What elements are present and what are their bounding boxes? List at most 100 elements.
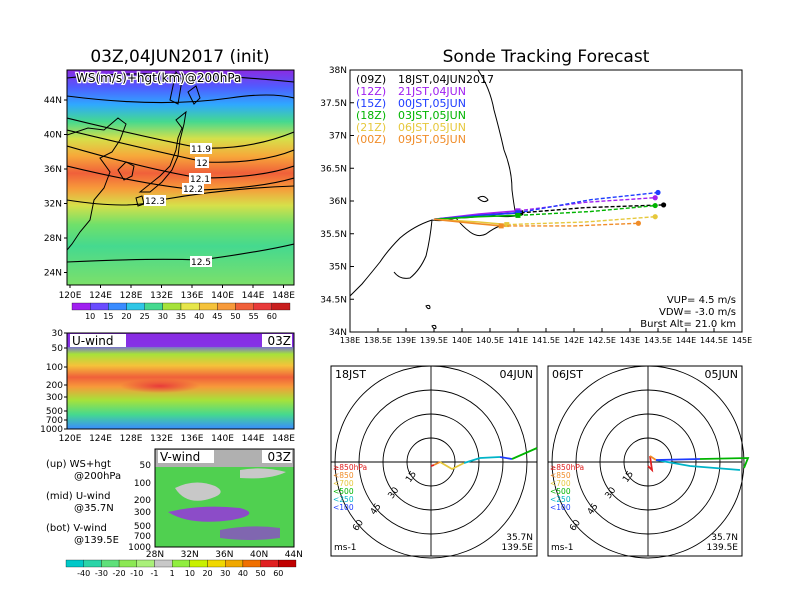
track-descent-line bbox=[517, 191, 659, 214]
map-lat-axis: 44N 40N 36N 32N 28N 24N bbox=[44, 96, 67, 279]
hodograph-level-label: <250 bbox=[333, 495, 354, 504]
track-burst-point bbox=[515, 210, 521, 216]
track-x-label: 138E bbox=[340, 336, 360, 345]
vwind-colorbar-swatch bbox=[260, 559, 279, 568]
uwind-lon-label: 144E bbox=[242, 434, 265, 444]
vwind-lat-label: 28N bbox=[146, 550, 164, 560]
note-mid-line2: @35.7N bbox=[74, 503, 114, 514]
track-landing-point bbox=[652, 202, 658, 209]
hodograph-trace bbox=[463, 456, 501, 464]
hodograph-unit: ms-1 bbox=[551, 543, 573, 553]
vwind-colorbar-swatch bbox=[225, 559, 244, 568]
track-x-label: 139.5E bbox=[420, 336, 448, 345]
map-frame bbox=[66, 69, 295, 286]
track-legend-label: 09JST,05JUN bbox=[398, 133, 466, 146]
track-x-label: 143.5E bbox=[644, 336, 672, 345]
track-y-label: 36.5N bbox=[320, 164, 347, 174]
uwind-p-label: 300 bbox=[46, 393, 63, 403]
hodograph-level-label: ≥850hPa bbox=[333, 463, 367, 472]
contour-label: 12.2 bbox=[183, 185, 203, 195]
hodograph-lat: 35.7N bbox=[506, 533, 533, 543]
vwind-colorbar-label: -20 bbox=[113, 569, 126, 578]
track-landing-point bbox=[635, 220, 642, 226]
info-burst: Burst Alt= 21.0 km bbox=[640, 319, 736, 330]
uwind-p-label: 100 bbox=[46, 363, 63, 373]
hodograph-lon: 139.5E bbox=[502, 543, 534, 553]
map-lon-label: 148E bbox=[272, 291, 295, 301]
map-colorbar-swatch bbox=[235, 302, 254, 311]
hodograph-lat: 35.7N bbox=[711, 533, 738, 543]
note-bot-line1: (bot) V-wind bbox=[46, 523, 107, 534]
track-ascent-line bbox=[433, 218, 502, 227]
map-lon-axis: 120E 124E 128E 132E 136E 140E 144E 148E bbox=[59, 285, 295, 301]
contour-label: 12.5 bbox=[191, 258, 211, 268]
map-lat-label: 44N bbox=[44, 96, 62, 106]
map-lat-label: 36N bbox=[44, 165, 62, 175]
hodograph-trace bbox=[699, 457, 750, 469]
contour-label: 12.3 bbox=[145, 197, 165, 207]
uwind-p-label: 30 bbox=[52, 329, 64, 339]
track-y-label: 37.5N bbox=[320, 99, 347, 109]
map-panel: 11.9 12 12.1 12.2 12.3 12.5 WS(m/s)+hgt(… bbox=[44, 69, 295, 321]
track-x-label: 138.5E bbox=[364, 336, 392, 345]
hodograph-time-label: 18JST bbox=[335, 368, 366, 381]
vwind-colorbar-label: 40 bbox=[238, 569, 248, 578]
contour-label: 11.9 bbox=[191, 145, 211, 155]
map-colorbar-swatch bbox=[144, 302, 163, 311]
track-y-label: 36N bbox=[329, 197, 347, 207]
vwind-colorbar-swatch bbox=[172, 559, 190, 568]
hodograph-level-label: <250 bbox=[550, 495, 571, 504]
vwind-colorbar-swatch bbox=[278, 559, 297, 568]
track-lat-axis: 38N 37.5N 37N 36.5N 36N 35.5N 35N 34.5N 34N bbox=[320, 66, 354, 338]
map-colorbar-label: 60 bbox=[267, 312, 277, 321]
info-vup: VUP= 4.5 m/s bbox=[667, 295, 736, 306]
map-colorbar-swatch bbox=[71, 302, 91, 311]
map-lon-label: 140E bbox=[211, 291, 234, 301]
track-legend: (09Z) 18JST,04JUN2017 (12Z) 21JST,04JUN (15Z… bbox=[356, 73, 494, 146]
hodograph-trace bbox=[649, 455, 657, 461]
map-lon-label: 120E bbox=[59, 291, 82, 301]
vwind-time: 03Z bbox=[268, 450, 292, 464]
hodograph-frame bbox=[547, 365, 743, 557]
track-landing-point bbox=[652, 195, 658, 201]
hodograph-trace bbox=[655, 458, 701, 461]
note-mid-line1: (mid) U-wind bbox=[46, 491, 110, 502]
note-bot-line2: @139.5E bbox=[74, 535, 119, 546]
hodograph-level-label: <700 bbox=[333, 479, 354, 488]
track-burst-point bbox=[515, 212, 521, 218]
track-x-label: 144E bbox=[676, 336, 696, 345]
vwind-colorbar-swatch bbox=[136, 559, 155, 568]
track-legend-label: 03JST,05JUN bbox=[398, 109, 466, 122]
track-panel: 138E 138.5E 139E 139.5E 140E 140.5E 141E 141.5E… bbox=[320, 66, 752, 345]
map-colorbar-label: 10 bbox=[85, 312, 95, 321]
map-lon-label: 128E bbox=[120, 291, 143, 301]
track-frame bbox=[349, 69, 743, 333]
vwind-colorbar-label: 10 bbox=[185, 569, 195, 578]
hodograph-trace bbox=[655, 459, 741, 471]
track-burst-point bbox=[498, 223, 504, 229]
vwind-colorbar-swatch bbox=[118, 559, 137, 568]
hodograph-level-label: <700 bbox=[550, 479, 571, 488]
hodograph-date-label: 05JUN bbox=[704, 368, 738, 381]
vwind-colorbar-label: 50 bbox=[256, 569, 266, 578]
hodograph-trace bbox=[511, 447, 538, 460]
track-legend-code: (15Z) bbox=[356, 97, 386, 110]
uwind-lon-axis: 120E 124E 128E 132E 136E 140E 144E 148E bbox=[59, 434, 296, 444]
hodograph-trace bbox=[647, 455, 654, 473]
uwind-p-label: 1000 bbox=[40, 425, 63, 435]
vwind-colorbar-label: 60 bbox=[273, 569, 283, 578]
track-y-label: 34N bbox=[329, 328, 347, 338]
map-colorbar-swatch bbox=[253, 302, 272, 311]
hodograph-trace bbox=[499, 456, 513, 460]
vwind-colorbar-swatch bbox=[83, 559, 102, 568]
vwind-colorbar-swatch bbox=[65, 559, 84, 568]
hodograph-level-label: ≥850hPa bbox=[550, 463, 584, 472]
map-colorbar-label: 15 bbox=[103, 312, 113, 321]
hodograph-level-label: <100 bbox=[333, 503, 354, 512]
track-y-label: 34.5N bbox=[320, 295, 347, 305]
